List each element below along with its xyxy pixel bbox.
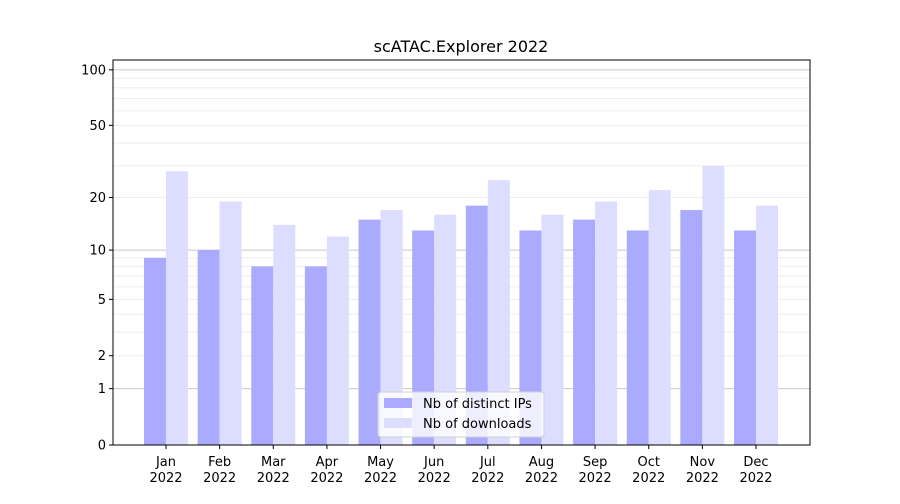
bar-distinct-ips <box>304 266 327 445</box>
bar-distinct-ips <box>519 230 542 445</box>
x-tick-label-line: Apr <box>316 455 339 470</box>
legend-swatch <box>384 398 412 408</box>
y-axis: 0 1 2 5 10 20 50 100 <box>81 63 113 454</box>
x-tick-label-line: Aug <box>529 455 554 470</box>
bar-distinct-ips <box>412 230 435 445</box>
y-tick-label: 2 <box>98 349 106 364</box>
x-tick-label-line: May <box>367 455 394 470</box>
bar-downloads <box>380 210 403 445</box>
x-tick-label: Apr 2022 <box>310 455 343 486</box>
chart-title: scATAC.Explorer 2022 <box>374 37 549 56</box>
x-tick-label-line: 2022 <box>471 471 504 486</box>
bar-distinct-ips <box>626 230 649 445</box>
x-tick-label: Sep 2022 <box>579 455 612 486</box>
x-tick-label-line: Sep <box>583 455 608 470</box>
x-tick-label-line: Nov <box>690 455 716 470</box>
bar-downloads <box>487 180 510 445</box>
legend-swatch <box>384 418 412 428</box>
bar-distinct-ips <box>251 266 274 445</box>
x-tick-label: May 2022 <box>364 455 397 486</box>
y-tick-label: 50 <box>89 119 106 134</box>
legend-box <box>377 391 545 438</box>
bars <box>144 165 778 445</box>
x-tick-label-line: 2022 <box>310 471 343 486</box>
bar-distinct-ips <box>465 205 488 445</box>
x-tick-label-line: 2022 <box>632 471 665 486</box>
x-tick-label-line: Jul <box>479 455 496 470</box>
x-tick-label-line: 2022 <box>257 471 290 486</box>
x-tick-label-line: Mar <box>261 455 286 470</box>
x-tick-label: Feb 2022 <box>203 455 236 486</box>
bar-distinct-ips <box>573 219 596 445</box>
y-tick-label: 0 <box>98 439 106 454</box>
x-tick-label-line: 2022 <box>686 471 719 486</box>
x-tick-label-line: Dec <box>743 455 768 470</box>
x-tick-label-line: Jan <box>155 455 176 470</box>
bar-downloads <box>434 214 457 445</box>
x-tick-label-line: 2022 <box>525 471 558 486</box>
legend: Nb of distinct IPs Nb of downloads <box>377 391 545 438</box>
bar-distinct-ips <box>358 219 381 445</box>
legend-label: Nb of downloads <box>423 417 532 432</box>
x-tick-label-line: 2022 <box>739 471 772 486</box>
y-tick-label: 20 <box>89 191 106 206</box>
x-tick-label-line: 2022 <box>149 471 182 486</box>
x-tick-label: Mar 2022 <box>257 455 290 486</box>
y-tick-label: 1 <box>98 382 106 397</box>
x-tick-label: Dec 2022 <box>739 455 772 486</box>
x-tick-label-line: 2022 <box>579 471 612 486</box>
x-tick-label: Jan 2022 <box>149 455 182 486</box>
bar-downloads <box>702 165 725 445</box>
x-tick-label-line: 2022 <box>203 471 236 486</box>
legend-label: Nb of distinct IPs <box>423 397 532 412</box>
bar-downloads <box>166 171 188 445</box>
y-tick-label: 10 <box>89 244 106 259</box>
bar-downloads <box>219 201 242 445</box>
x-tick-label-line: 2022 <box>364 471 397 486</box>
bar-downloads <box>756 205 778 445</box>
bar-downloads <box>648 190 671 445</box>
x-tick-label: Jul 2022 <box>471 455 504 486</box>
y-tick-label: 5 <box>98 293 106 308</box>
x-tick-label: Aug 2022 <box>525 455 558 486</box>
x-tick-label: Oct 2022 <box>632 455 665 486</box>
x-tick-label-line: Oct <box>637 455 659 470</box>
x-tick-label: Nov 2022 <box>686 455 719 486</box>
bar-downloads <box>273 224 296 445</box>
bar-downloads <box>595 201 618 445</box>
bar-distinct-ips <box>734 230 756 445</box>
y-tick-label: 100 <box>81 63 106 78</box>
x-tick-label-line: 2022 <box>418 471 451 486</box>
x-tick-label-line: Jun <box>423 455 444 470</box>
x-tick-label: Jun 2022 <box>418 455 451 486</box>
bar-distinct-ips <box>144 257 166 445</box>
plot-frame <box>112 59 811 446</box>
bar-distinct-ips <box>197 250 220 445</box>
bar-downloads <box>326 236 349 445</box>
bar-distinct-ips <box>680 210 703 445</box>
x-tick-label-line: Feb <box>208 455 231 470</box>
bar-downloads <box>541 214 564 445</box>
